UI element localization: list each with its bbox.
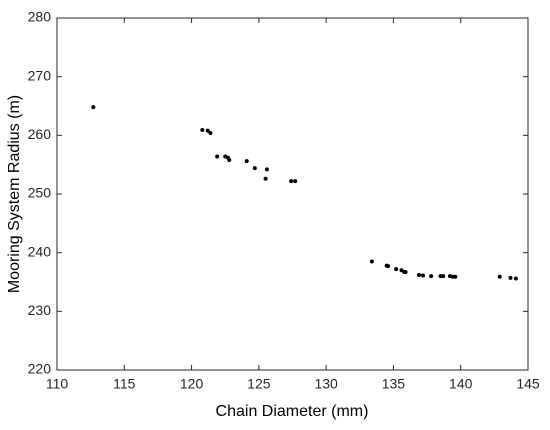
y-tick-label: 270 xyxy=(28,67,52,83)
point xyxy=(441,274,446,279)
point xyxy=(386,264,391,269)
point xyxy=(208,130,213,135)
point xyxy=(91,105,96,110)
x-tick-label: 110 xyxy=(46,376,69,392)
point xyxy=(453,274,458,279)
x-tick-label: 145 xyxy=(516,376,540,392)
point xyxy=(244,159,249,164)
point xyxy=(252,166,257,171)
point xyxy=(263,176,268,181)
x-tick-label: 115 xyxy=(113,376,136,392)
point xyxy=(497,274,502,279)
point xyxy=(227,157,232,162)
point xyxy=(421,273,426,278)
point xyxy=(416,272,421,277)
point xyxy=(508,275,513,280)
x-tick-label: 120 xyxy=(180,376,204,392)
point xyxy=(215,154,220,159)
y-tick-label: 260 xyxy=(28,126,52,142)
y-tick-label: 220 xyxy=(28,361,52,377)
point xyxy=(394,267,399,272)
point xyxy=(289,179,294,184)
y-tick-label: 280 xyxy=(28,9,52,25)
plot-frame xyxy=(56,17,529,371)
x-tick-label: 135 xyxy=(382,376,406,392)
point xyxy=(513,276,518,281)
y-tick-label: 250 xyxy=(28,185,52,201)
x-axis-label: Chain Diameter (mm) xyxy=(216,403,369,420)
y-tick-label: 240 xyxy=(28,243,52,259)
y-tick-label: 230 xyxy=(28,302,52,318)
point xyxy=(369,259,374,264)
point xyxy=(429,274,434,279)
point xyxy=(200,128,205,133)
point xyxy=(293,179,298,184)
x-tick-label: 130 xyxy=(314,376,338,392)
point xyxy=(264,167,269,172)
x-tick-label: 140 xyxy=(449,376,473,392)
x-tick-label: 125 xyxy=(247,376,271,392)
point xyxy=(205,128,210,133)
point xyxy=(403,270,408,275)
y-axis-label: Mooring System Radius (m) xyxy=(6,95,23,293)
